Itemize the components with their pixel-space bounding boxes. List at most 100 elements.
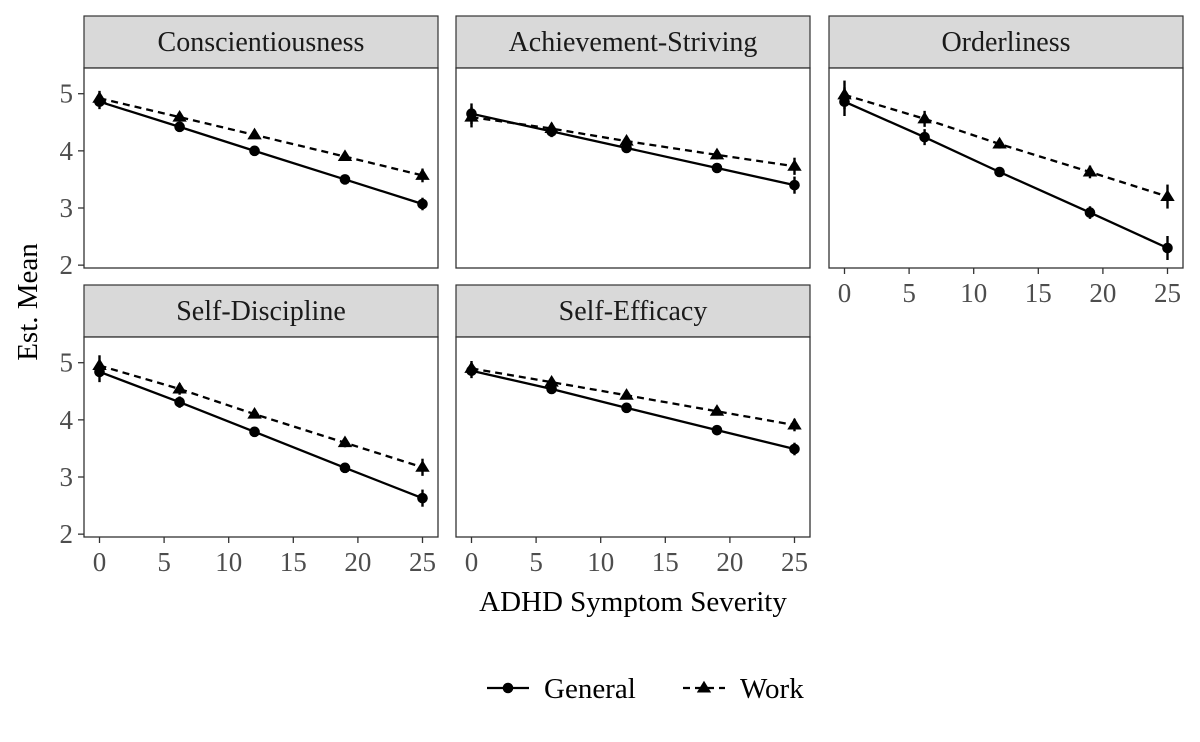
plot-area bbox=[456, 68, 810, 268]
y-tick-label: 5 bbox=[60, 348, 74, 378]
data-point bbox=[1162, 242, 1173, 254]
facet-title: Achievement-Striving bbox=[509, 27, 758, 58]
data-point bbox=[172, 109, 187, 122]
series-work bbox=[92, 355, 430, 476]
data-point bbox=[174, 121, 185, 133]
facet-strip bbox=[83, 15, 439, 69]
legend-marker bbox=[696, 680, 712, 693]
data-point bbox=[992, 136, 1007, 149]
data-point bbox=[92, 358, 107, 371]
data-point bbox=[172, 381, 187, 394]
facet-panels: Conscientiousness 2 3 4 5 Achievement-Strivin… bbox=[60, 15, 1184, 577]
x-tick-label: 25 bbox=[409, 547, 436, 577]
data-point bbox=[415, 460, 430, 472]
data-point bbox=[917, 111, 932, 124]
y-tick-label: 5 bbox=[60, 79, 74, 109]
x-tick-label: 0 bbox=[465, 547, 479, 577]
data-point bbox=[837, 87, 852, 100]
y-tick-label: 3 bbox=[60, 193, 74, 223]
data-point bbox=[994, 166, 1005, 178]
facet-strip bbox=[455, 284, 811, 338]
data-point bbox=[1082, 164, 1098, 177]
x-tick-label: 25 bbox=[781, 547, 808, 577]
data-point bbox=[621, 402, 632, 414]
data-point bbox=[417, 492, 428, 504]
x-tick-label: 20 bbox=[344, 547, 371, 577]
facet-strip bbox=[83, 284, 439, 338]
plot-area bbox=[456, 337, 810, 537]
data-point bbox=[544, 121, 559, 134]
x-tick-label: 15 bbox=[1025, 278, 1052, 308]
x-tick-label: 0 bbox=[93, 547, 107, 577]
y-tick-label: 4 bbox=[60, 405, 74, 435]
legend-marker bbox=[502, 682, 514, 694]
data-point bbox=[464, 109, 479, 122]
facet-title: Conscientiousness bbox=[158, 27, 365, 58]
data-point bbox=[619, 133, 634, 146]
x-tick-label: 10 bbox=[215, 547, 242, 577]
data-point bbox=[249, 426, 260, 438]
facet-title: Self-Efficacy bbox=[559, 296, 708, 327]
series-work bbox=[837, 80, 1175, 209]
data-point bbox=[92, 91, 107, 103]
panel-border bbox=[455, 67, 811, 269]
facet-panel: Self-Discipline 2 3 4 5 0 5 10 15 20 25 bbox=[60, 284, 439, 577]
data-point bbox=[919, 131, 930, 143]
y-tick-label: 4 bbox=[60, 136, 74, 166]
facet-panel: Self-Efficacy 0 5 10 15 20 25 bbox=[455, 284, 811, 577]
facet-strip bbox=[455, 15, 811, 69]
data-point bbox=[544, 374, 559, 387]
plot-area bbox=[829, 68, 1183, 268]
data-point bbox=[174, 396, 185, 408]
facet-panel: Achievement-Striving bbox=[455, 15, 811, 269]
y-tick-label: 3 bbox=[60, 462, 74, 492]
data-point bbox=[1084, 207, 1096, 218]
data-point bbox=[337, 435, 353, 448]
x-tick-label: 5 bbox=[529, 547, 543, 577]
panel-border bbox=[455, 336, 811, 538]
legend-item-work: Work bbox=[683, 673, 804, 705]
data-point bbox=[249, 145, 260, 157]
panel-border bbox=[828, 67, 1184, 269]
panel-border bbox=[83, 336, 439, 538]
facet-title: Self-Discipline bbox=[176, 296, 346, 327]
data-point bbox=[339, 462, 351, 474]
legend-label: Work bbox=[740, 673, 804, 705]
x-tick-label: 5 bbox=[157, 547, 171, 577]
panel-border bbox=[83, 67, 439, 269]
plot-area bbox=[84, 68, 438, 268]
data-point bbox=[789, 179, 800, 191]
facet-strip bbox=[828, 15, 1184, 69]
data-point bbox=[464, 361, 479, 373]
x-axis-title: ADHD Symptom Severity bbox=[479, 586, 787, 618]
facet-title: Orderliness bbox=[941, 27, 1070, 58]
data-point bbox=[415, 168, 430, 180]
data-point bbox=[711, 162, 723, 174]
data-point bbox=[619, 388, 634, 400]
x-tick-label: 20 bbox=[1089, 278, 1116, 308]
plot-area bbox=[84, 337, 438, 537]
series-work bbox=[464, 361, 802, 432]
x-tick-label: 0 bbox=[838, 278, 852, 308]
data-point bbox=[247, 127, 262, 140]
x-tick-label: 10 bbox=[960, 278, 987, 308]
x-tick-label: 15 bbox=[652, 547, 679, 577]
x-tick-label: 25 bbox=[1154, 278, 1181, 308]
x-tick-label: 15 bbox=[280, 547, 307, 577]
data-point bbox=[709, 404, 725, 416]
data-point bbox=[789, 443, 800, 455]
data-point bbox=[339, 174, 351, 185]
legend-item-general: General bbox=[487, 673, 636, 705]
x-tick-label: 5 bbox=[902, 278, 916, 308]
data-point bbox=[417, 198, 428, 210]
y-tick-label: 2 bbox=[60, 250, 74, 280]
data-point bbox=[787, 159, 802, 171]
series-general bbox=[94, 94, 428, 211]
x-tick-label: 10 bbox=[587, 547, 614, 577]
legend: General Work bbox=[487, 673, 804, 705]
data-point bbox=[787, 417, 802, 430]
data-point bbox=[247, 406, 262, 419]
facet-panel: Orderliness 0 5 10 15 20 25 bbox=[828, 15, 1184, 308]
y-tick-label: 2 bbox=[60, 519, 74, 549]
